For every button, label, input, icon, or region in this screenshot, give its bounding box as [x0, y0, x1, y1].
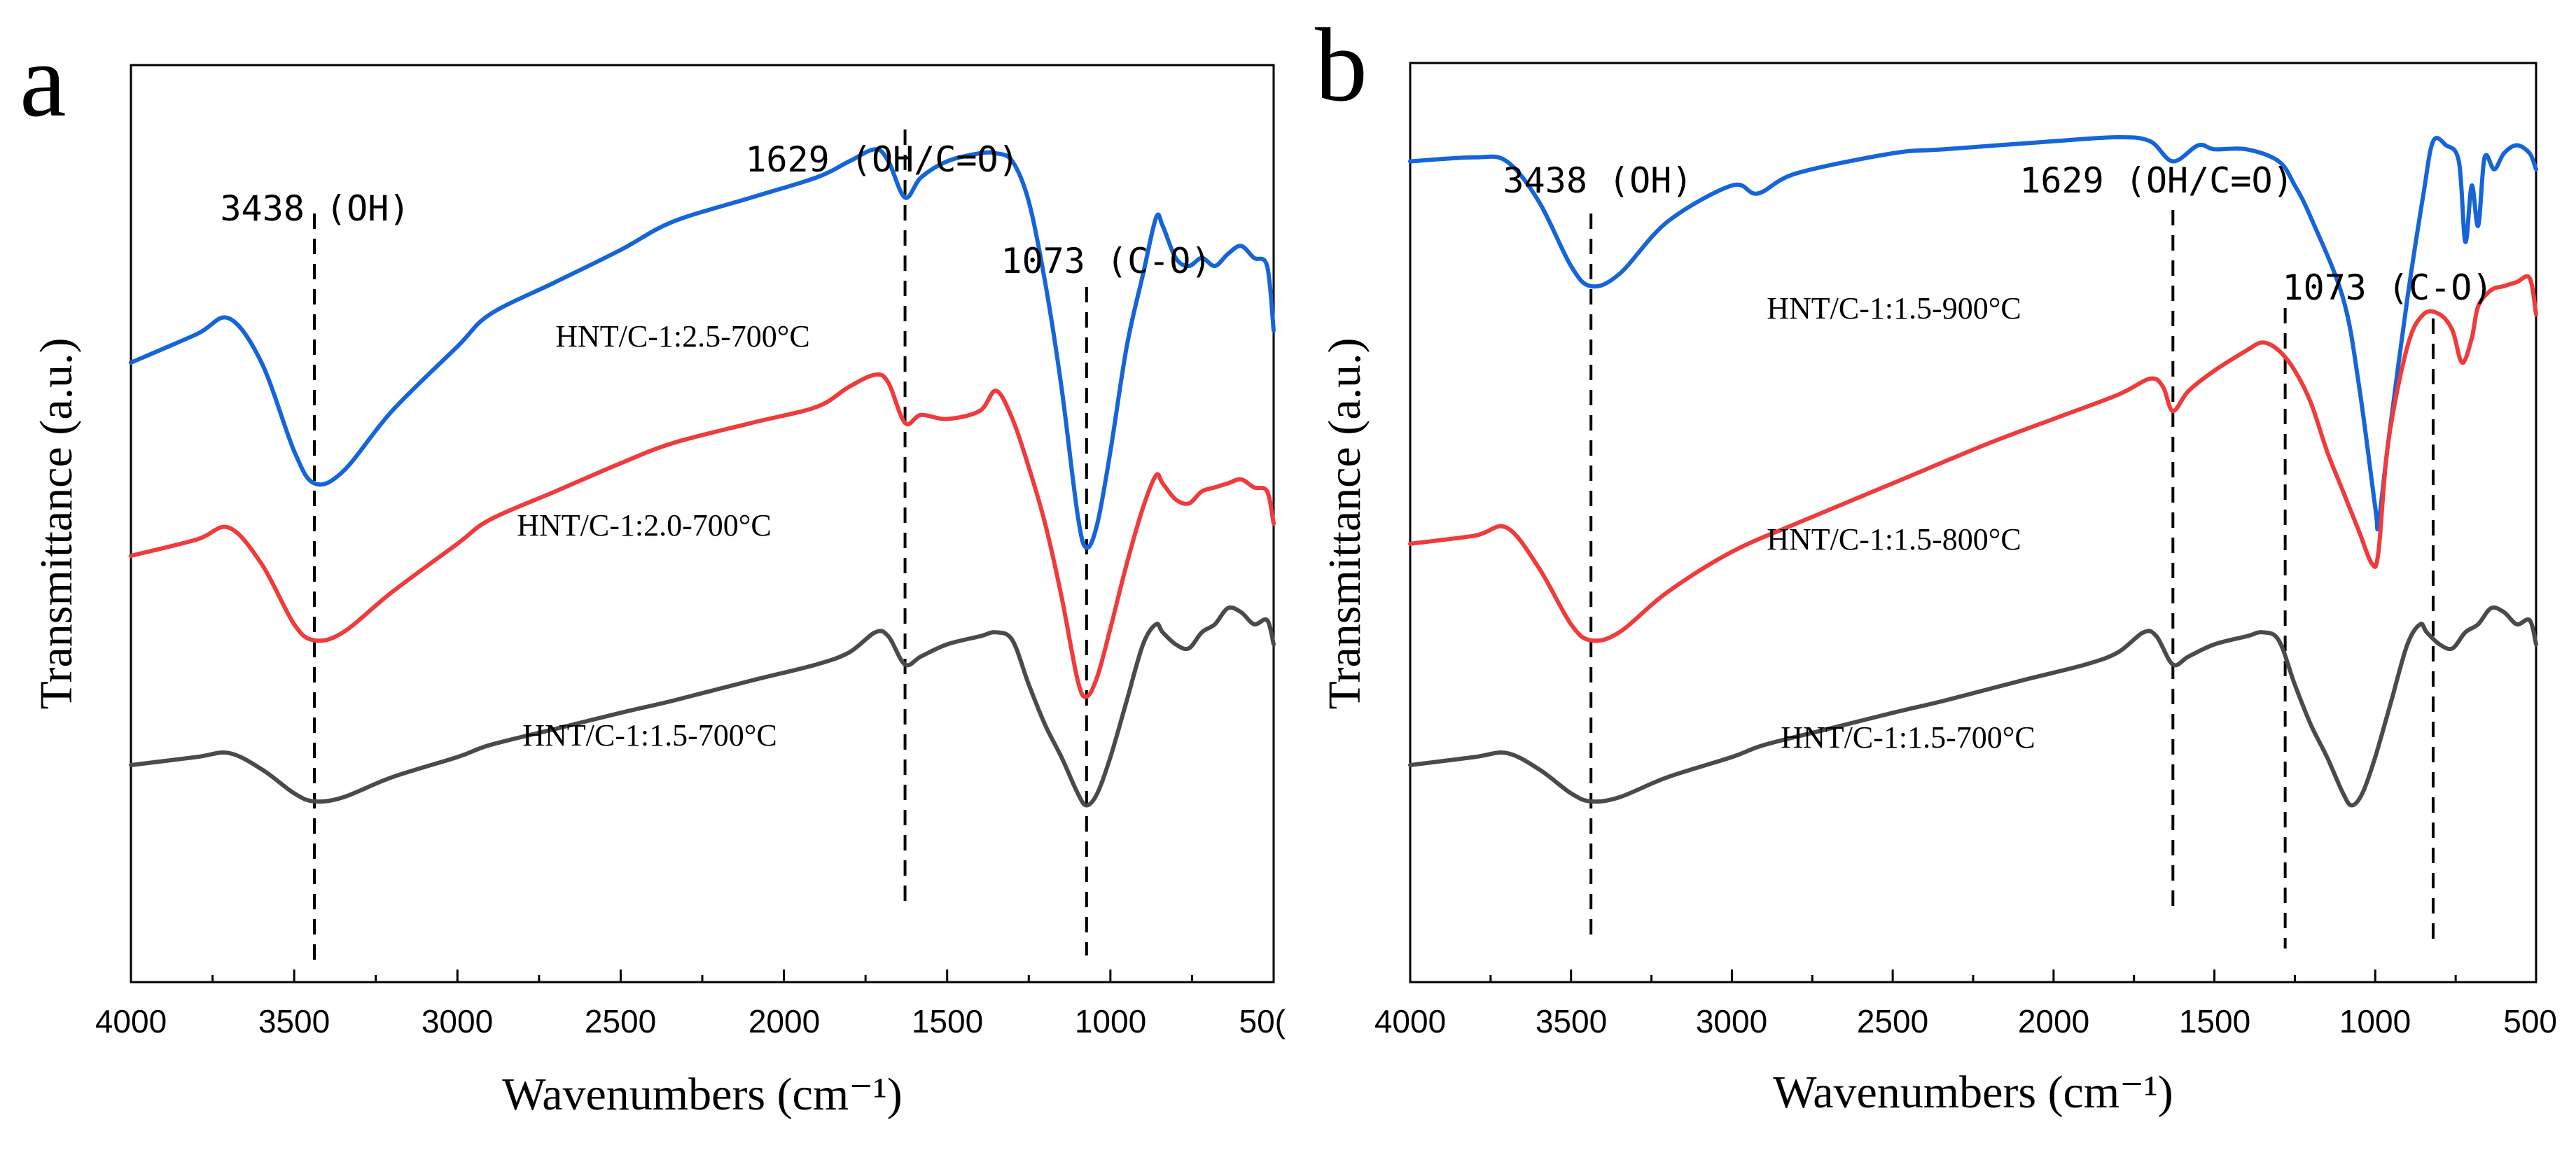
tick-label: 1500	[2179, 1003, 2250, 1040]
series-label-red: HNT/C-1:1.5-800°C	[1767, 522, 2021, 556]
series-line-blue	[1408, 135, 2538, 532]
panel-a-x-axis-title: Wavenumbers (cm⁻¹)	[502, 1069, 903, 1120]
annotation-label-1073: 1073 (C-O)	[2282, 267, 2493, 308]
tick-label: 2500	[585, 1003, 656, 1040]
tick-label: 4000	[95, 1003, 167, 1040]
panel-b-ticks	[1409, 969, 2537, 982]
series-label-blue: HNT/C-1:2.5-700°C	[555, 319, 809, 354]
tick-label: 3500	[1536, 1003, 1607, 1040]
tick-label: 3000	[1696, 1003, 1767, 1040]
series-line-red	[129, 372, 1276, 699]
tick-label: 3000	[422, 1003, 493, 1040]
series-label-blue: HNT/C-1:1.5-900°C	[1767, 291, 2021, 326]
panel-b-y-axis-title: Transmittance (a.u.)	[1319, 338, 1370, 710]
panel-b-tick-labels: 4000 3500 3000 2500 2000 1500 1000 500	[1374, 1003, 2557, 1040]
tick-label: 2000	[749, 1003, 820, 1040]
panel-b-series-labels: HNT/C-1:1.5-900°C HNT/C-1:1.5-800°C HNT/…	[1767, 291, 2035, 755]
panel-b-x-axis-title: Wavenumbers (cm⁻¹)	[1773, 1067, 2173, 1118]
panel-a-y-axis-title: Transmittance (a.u.)	[31, 338, 82, 710]
panel-a-annotation-lines	[313, 130, 1088, 962]
panel-b: b 4000 3500 3000 2500 2000 1500 1000 500…	[1315, 7, 2557, 1118]
panel-a: a 4000 3500 3000 2500 2000 1500 1000 50(…	[20, 22, 1286, 1120]
tick-label: 50(	[1239, 1003, 1286, 1040]
panel-a-annotation-labels: 3438 (OH) 1629 (OH/C=O) 1073 (C-O)	[221, 139, 1212, 281]
panel-b-curves	[1408, 135, 2538, 808]
panel-b-letter: b	[1315, 7, 1367, 123]
tick-label: 500	[2503, 1003, 2557, 1040]
annotation-label-1073: 1073 (C-O)	[1001, 241, 1211, 281]
annotation-label-3438: 3438 (OH)	[1503, 160, 1693, 201]
panel-b-annotation-lines	[1589, 210, 2435, 948]
annotation-label-3438: 3438 (OH)	[221, 188, 410, 229]
tick-label: 3500	[258, 1003, 330, 1040]
series-label-red: HNT/C-1:2.0-700°C	[517, 508, 771, 542]
series-line-dark	[129, 605, 1276, 808]
panel-a-curves	[129, 147, 1276, 808]
tick-label: 1000	[1075, 1003, 1146, 1040]
tick-label: 2000	[2018, 1003, 2089, 1040]
panel-a-ticks	[130, 969, 1275, 982]
series-line-dark	[1408, 605, 2538, 808]
panel-a-letter: a	[20, 22, 67, 139]
panel-b-annotation-labels: 3438 (OH) 1629 (OH/C=O) 1073 (C-O)	[1503, 160, 2493, 308]
panel-a-series-labels: HNT/C-1:2.5-700°C HNT/C-1:2.0-700°C HNT/…	[517, 319, 809, 752]
series-label-dark: HNT/C-1:1.5-700°C	[1781, 720, 2035, 755]
tick-label: 4000	[1374, 1003, 1446, 1040]
series-line-red	[1408, 274, 2538, 643]
series-line-blue	[129, 147, 1276, 550]
tick-label: 1000	[2339, 1003, 2411, 1040]
tick-label: 1500	[912, 1003, 983, 1040]
series-label-dark: HNT/C-1:1.5-700°C	[522, 718, 777, 752]
tick-label: 2500	[1857, 1003, 1928, 1040]
annotation-label-1629: 1629 (OH/C=O)	[745, 139, 1019, 180]
panel-a-tick-labels: 4000 3500 3000 2500 2000 1500 1000 50(	[95, 1003, 1286, 1040]
annotation-label-1629: 1629 (OH/C=O)	[2019, 160, 2293, 201]
